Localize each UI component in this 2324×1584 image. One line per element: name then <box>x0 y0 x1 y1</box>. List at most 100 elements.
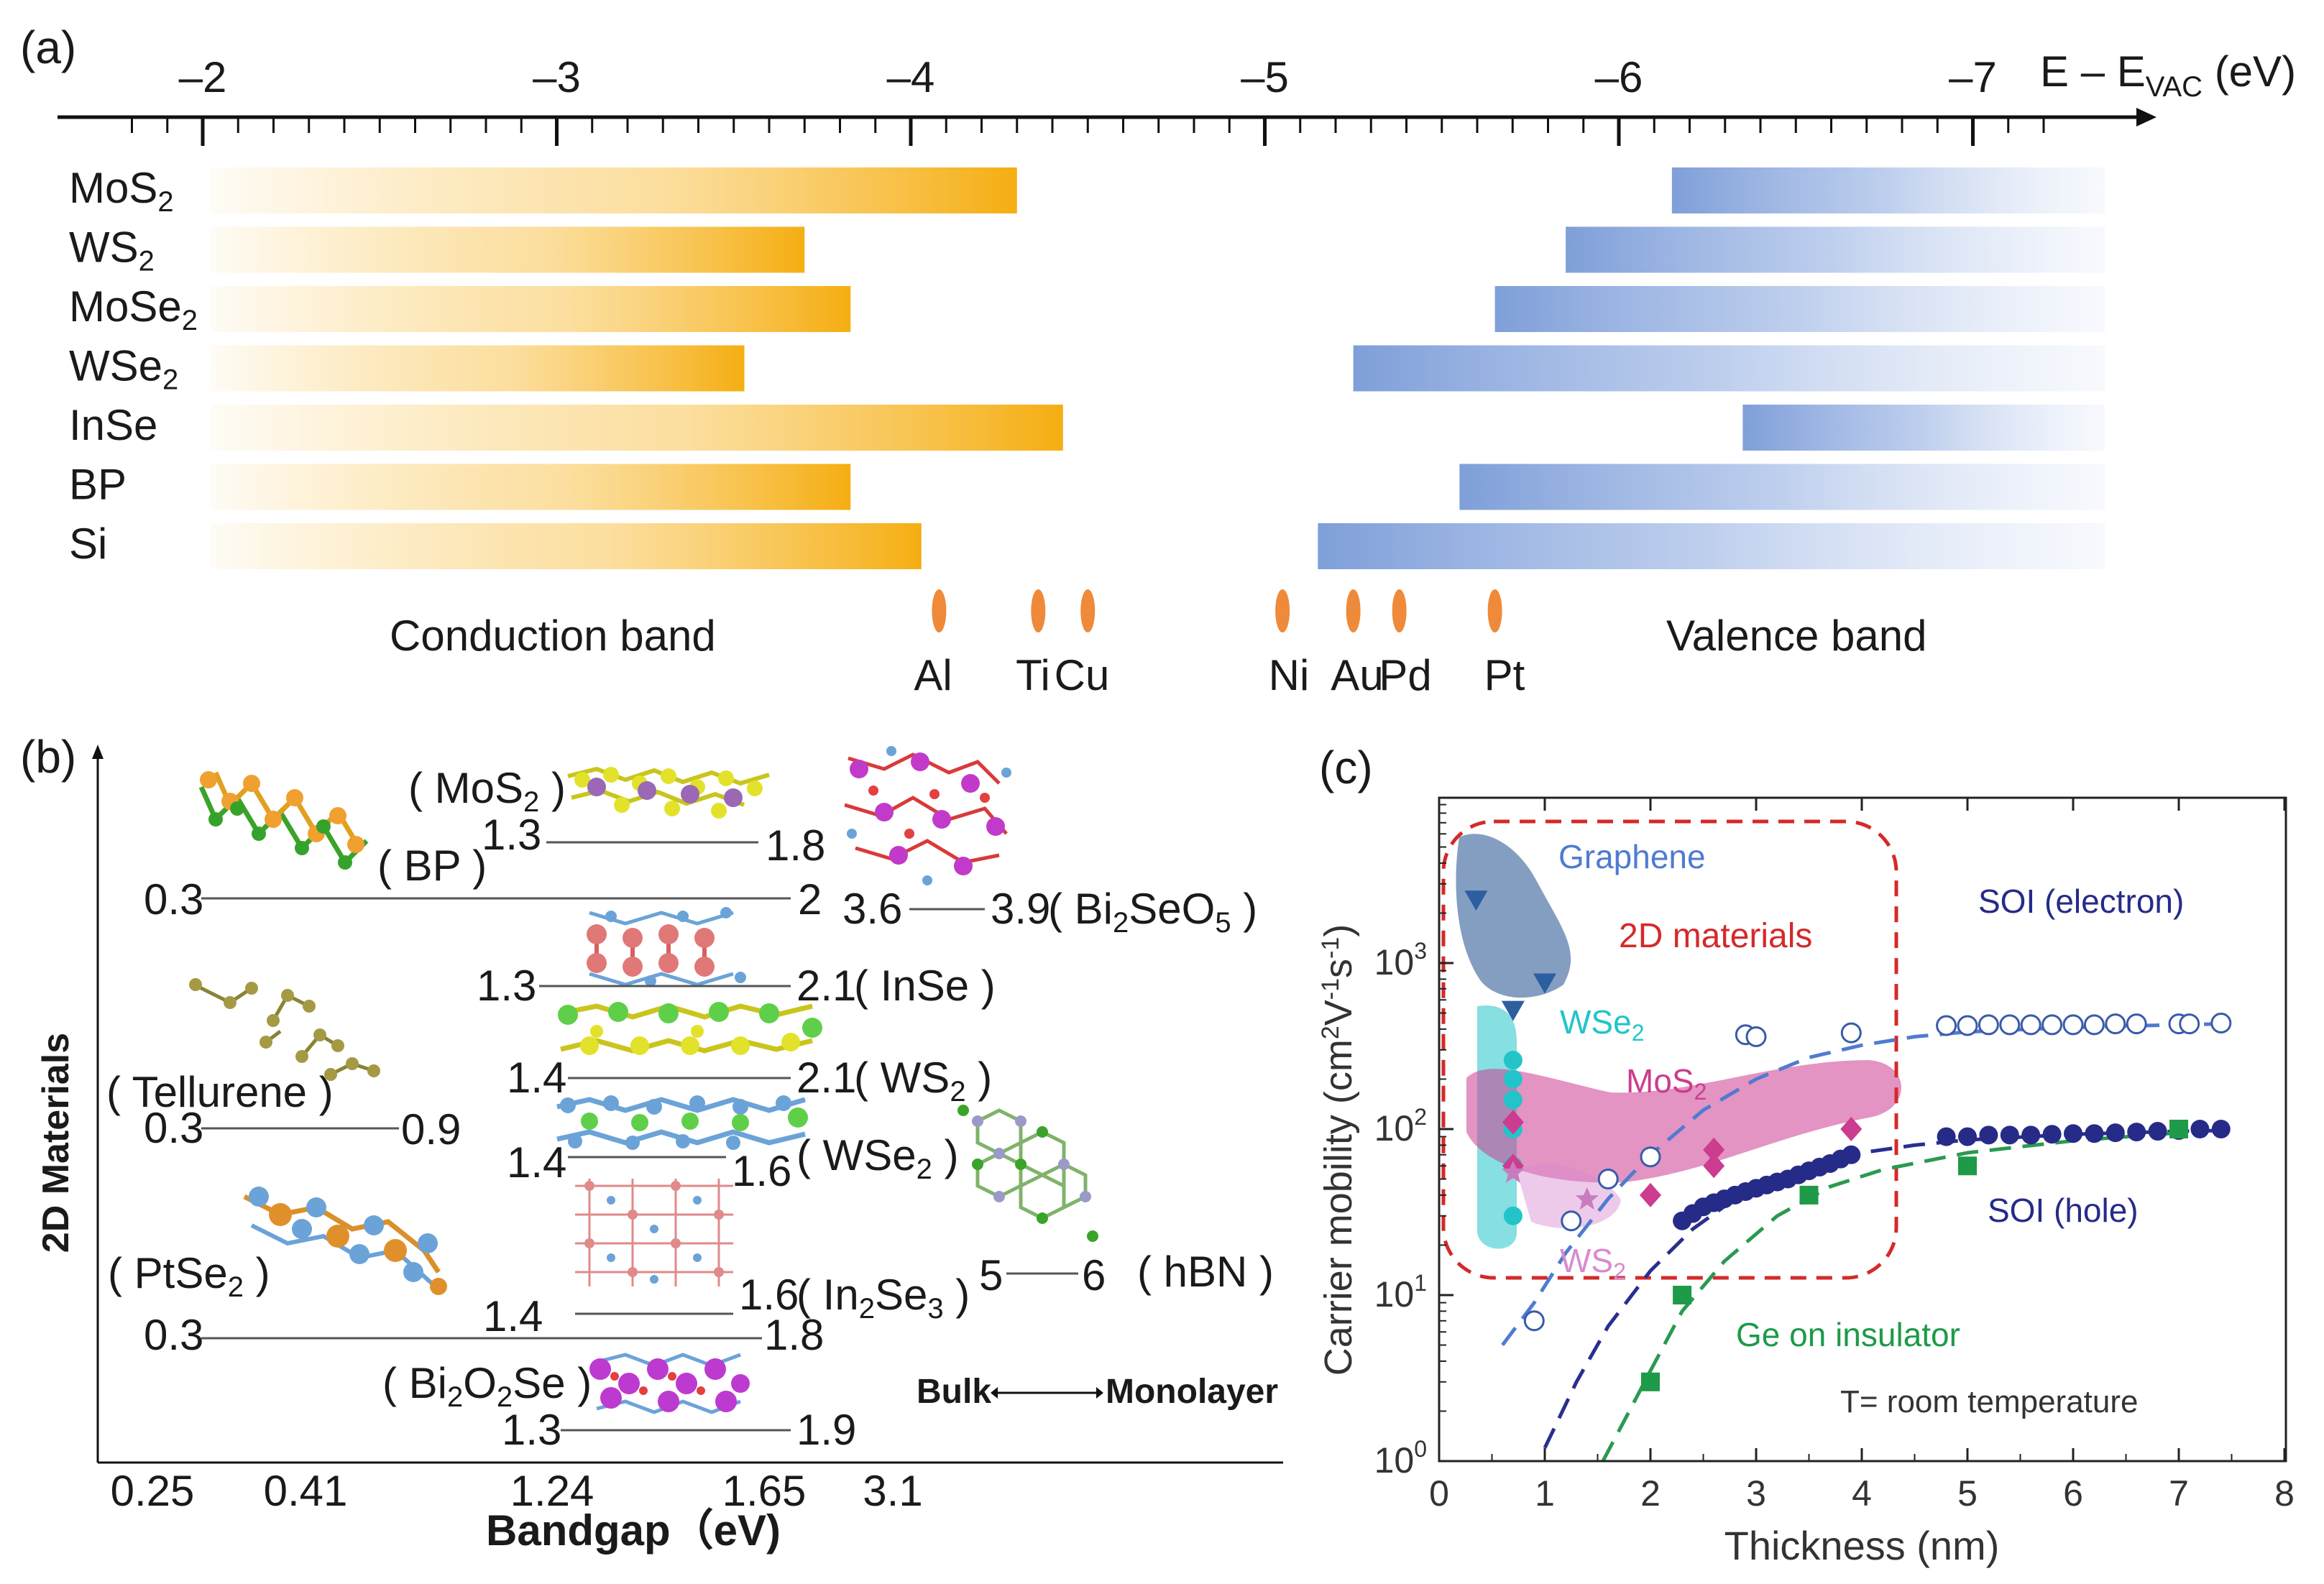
valence-band-bar <box>1494 286 2105 332</box>
point-soi-electron <box>2062 1014 2084 1036</box>
annotation-soi-electron: SOI (electron) <box>1978 883 2184 920</box>
label-bi2seo5: ( Bi2SeO5 ) <box>1048 885 1257 939</box>
metal-marker <box>1275 589 1290 632</box>
bulk-gap-in2se3: 1.4 <box>483 1292 543 1340</box>
label-ws2: ( WS2 ) <box>854 1054 992 1108</box>
crystal-structure-bp <box>198 771 369 870</box>
crystal-structure-ws2 <box>558 1002 822 1055</box>
metal-marker <box>1487 589 1502 632</box>
bulk-gap-bp: 0.3 <box>144 875 203 924</box>
metal-marker <box>932 589 947 632</box>
material-bi2seo5: 3.6 3.9 ( Bi2SeO5 ) <box>842 746 1257 939</box>
legend-monolayer: Monolayer <box>1106 1373 1278 1411</box>
annotation-temperature: T= room temperature <box>1840 1384 2139 1419</box>
point-graphene <box>1464 890 1488 911</box>
valence-band-bar <box>1566 226 2105 273</box>
y-tick-label: 103 <box>1374 938 1427 982</box>
panel-a-label: (a) <box>20 22 76 73</box>
material-tellurene: ( Tellurene ) 0.3 0.9 <box>106 978 461 1154</box>
bulk-gap-mos2: 1.3 <box>482 811 541 859</box>
mono-gap-bi2o2se: 1.9 <box>796 1406 856 1454</box>
y-tick-label: 102 <box>1374 1104 1427 1148</box>
point-ge <box>1799 1185 1819 1205</box>
energy-axis-title: E – EVAC (eV) <box>2040 47 2296 103</box>
bulk-gap-inse: 1.3 <box>477 962 536 1010</box>
material-label: WS2 <box>69 224 155 277</box>
panel-c-label: (c) <box>1319 742 1373 793</box>
mono-gap-bi2seo5: 3.9 <box>991 885 1050 933</box>
point-wse2 <box>1503 1051 1522 1070</box>
annotation-wse2: WSe2 <box>1560 1003 1644 1046</box>
panel-b-y-axis-arrow <box>92 745 104 759</box>
point-soi-electron <box>2041 1014 2063 1036</box>
legend-bulk: Bulk <box>917 1373 991 1411</box>
x-tick-label: 4 <box>1852 1473 1872 1514</box>
point-soi-electron <box>2083 1014 2105 1036</box>
point-ws2 <box>1501 1160 1525 1183</box>
material-bp: ( BP ) 0.3 2 <box>144 771 822 924</box>
material-label: InSe <box>69 401 157 449</box>
crystal-structure-bi2seo5 <box>844 746 1011 885</box>
energy-axis-arrow <box>2136 108 2157 126</box>
metal-marker <box>1346 589 1361 632</box>
point-soi-electron <box>1640 1146 1661 1168</box>
y-tick-label: 101 <box>1374 1270 1427 1314</box>
point-mos2 <box>1502 1110 1524 1135</box>
mono-gap-mos2: 1.8 <box>766 821 825 870</box>
valence-band-label: Valence band <box>1666 612 1927 660</box>
point-soi-hole <box>1937 1127 1956 1146</box>
label-bp: ( BP ) <box>377 842 487 890</box>
metal-label: Pd <box>1379 651 1431 699</box>
conduction-band-bar <box>211 405 1063 451</box>
point-soi-electron <box>1936 1015 1957 1036</box>
bulk-gap-tellurene: 0.3 <box>144 1104 203 1152</box>
material-label: BP <box>69 461 127 509</box>
material-ptse2: ( PtSe2 ) 0.3 1.8 <box>108 1187 824 1359</box>
conduction-band-bar <box>211 464 851 510</box>
mono-gap-ws2: 2.1 <box>796 1054 856 1102</box>
metal-label: Ti <box>1016 651 1050 699</box>
annotation-graphene: Graphene <box>1558 838 1706 875</box>
crystal-structure-bi2o2se <box>589 1353 750 1414</box>
point-graphene <box>1501 1000 1525 1021</box>
point-soi-electron <box>1561 1210 1582 1232</box>
point-soi-electron <box>1745 1026 1767 1047</box>
panel-b-tick-0: 0.25 <box>111 1467 195 1515</box>
bulk-gap-wse2: 1.4 <box>507 1138 566 1187</box>
point-soi-hole <box>2127 1123 2146 1142</box>
point-soi-electron <box>1999 1014 2021 1036</box>
bulk-gap-ptse2: 0.3 <box>144 1311 203 1359</box>
point-soi-hole <box>2042 1125 2062 1144</box>
material-hbn: 5 6 ( hBN ) <box>957 1105 1274 1299</box>
label-hbn: ( hBN ) <box>1137 1248 1274 1296</box>
material-ws2: 1.4 2.1 ( WS2 ) <box>507 1002 992 1108</box>
crystal-structure-inse <box>587 907 746 987</box>
panel-b-tick-4: 3.1 <box>863 1467 922 1515</box>
panel-c: (c) 0 1 2 3 4 5 6 7 8 100 101 102 103 Thickness (nm) C… <box>1317 742 2295 1568</box>
point-soi-electron <box>2210 1013 2232 1034</box>
energy-tick-label: –3 <box>533 53 581 101</box>
point-mos2 <box>1640 1182 1661 1207</box>
point-ge <box>1673 1286 1692 1304</box>
mono-gap-tellurene: 0.9 <box>401 1105 461 1154</box>
x-tick-label: 2 <box>1640 1473 1661 1514</box>
x-tick-label: 6 <box>2063 1473 2083 1514</box>
point-soi-hole <box>1842 1145 1861 1164</box>
point-mos2 <box>1840 1117 1863 1141</box>
conduction-band-bar <box>211 167 1017 213</box>
metal-label: Al <box>914 651 952 699</box>
panel-b-tick-1: 0.41 <box>264 1467 348 1515</box>
metal-marker <box>1031 589 1046 632</box>
panel-c-axes: 0 1 2 3 4 5 6 7 8 100 101 102 103 Thickness (nm) Carri… <box>1317 796 2295 1568</box>
mono-gap-hbn: 6 <box>1082 1251 1106 1299</box>
y-tick-label: 100 <box>1374 1436 1427 1481</box>
mono-gap-ptse2: 1.8 <box>764 1311 824 1359</box>
panel-b-tick-2: 1.24 <box>510 1467 594 1515</box>
point-soi-electron <box>2179 1013 2200 1035</box>
point-wse2 <box>1503 1206 1522 1225</box>
point-wse2 <box>1503 1069 1522 1089</box>
bulk-gap-ws2: 1.4 <box>507 1054 566 1102</box>
energy-tick-label: –4 <box>887 53 935 101</box>
crystal-structure-in2se3 <box>575 1179 733 1286</box>
